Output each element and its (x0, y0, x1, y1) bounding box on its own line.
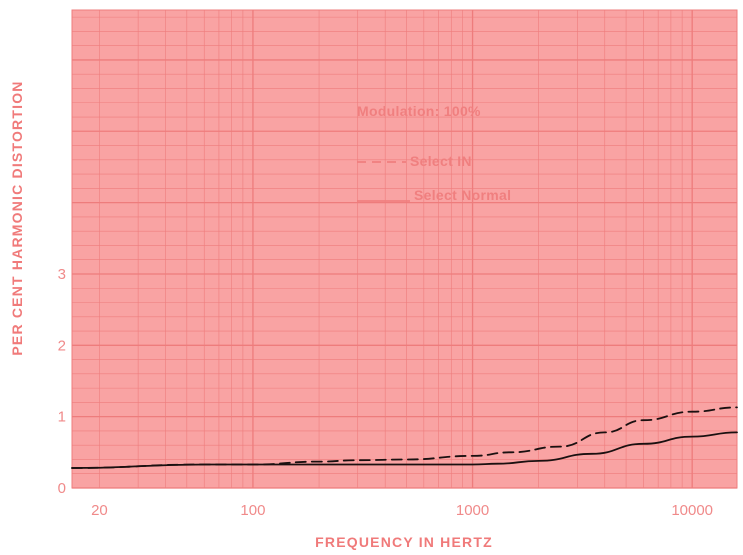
x-tick-label: 1000 (456, 502, 489, 519)
legend-label-select-in: Select IN (410, 153, 472, 169)
y-tick-label: 3 (58, 266, 66, 283)
x-tick-label: 10000 (671, 502, 713, 519)
y-tick-label: 2 (58, 337, 66, 354)
x-axis-title: FREQUENCY IN HERTZ (315, 534, 493, 550)
y-tick-label: 0 (58, 480, 66, 497)
y-axis-title: PER CENT HARMONIC DISTORTION (9, 80, 25, 355)
y-axis-ticks: 0 1 2 3 (58, 266, 66, 497)
x-tick-label: 20 (91, 502, 108, 519)
annotation-modulation: Modulation: 100% (357, 103, 481, 119)
x-axis-ticks: 20 100 1000 10000 (91, 502, 713, 519)
data-series (71, 406, 738, 469)
y-tick-label: 1 (58, 409, 66, 426)
x-tick-label: 100 (240, 502, 265, 519)
legend-label-select-normal: Select Normal (414, 187, 511, 203)
grid-lines (71, 9, 738, 489)
series-line-select-normal (71, 431, 738, 469)
plot-border (71, 9, 738, 489)
legend: Select IN Select Normal (357, 153, 511, 203)
